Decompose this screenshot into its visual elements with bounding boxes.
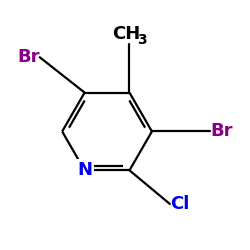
- Text: CH: CH: [112, 25, 140, 43]
- Text: 3: 3: [137, 33, 147, 47]
- Text: N: N: [77, 161, 92, 179]
- Text: Br: Br: [17, 48, 40, 66]
- Text: Cl: Cl: [170, 195, 189, 213]
- Text: Br: Br: [210, 122, 233, 140]
